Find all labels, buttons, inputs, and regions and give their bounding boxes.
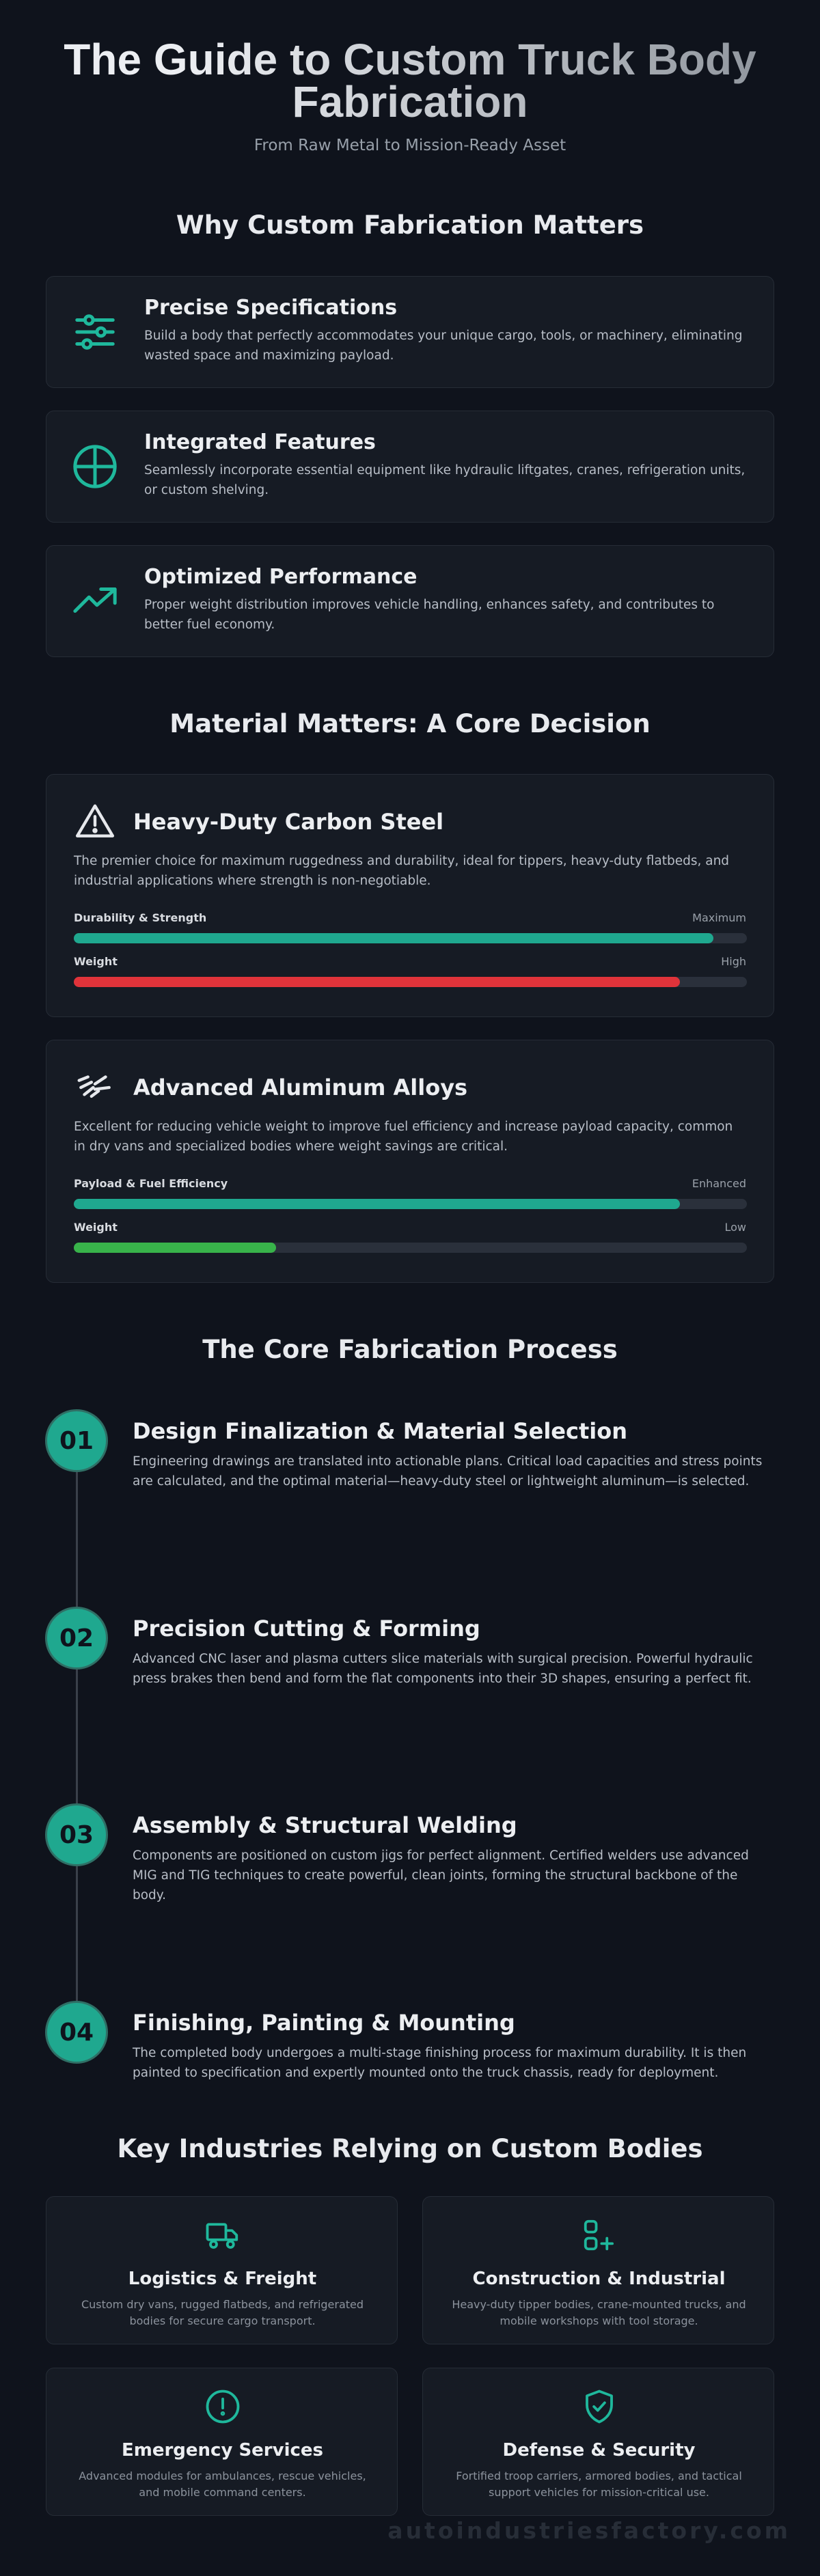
metric-track bbox=[74, 1199, 747, 1209]
card-text: Proper weight distribution improves vehi… bbox=[144, 598, 715, 632]
industry-title: Construction & Industrial bbox=[472, 2269, 726, 2289]
industry-card: Logistics & Freight Custom dry vans, rugg… bbox=[46, 2196, 398, 2344]
metric-rating: High bbox=[721, 955, 746, 968]
industry-title: Logistics & Freight bbox=[128, 2269, 317, 2289]
industry-text: Advanced modules for ambulances, rescue … bbox=[79, 2469, 366, 2499]
industry-title: Defense & Security bbox=[502, 2440, 696, 2461]
metric-bar bbox=[74, 1199, 680, 1209]
icon bbox=[71, 308, 119, 359]
section-heading: Material Matters: A Core Decision bbox=[169, 709, 651, 738]
subtitle: From Raw Metal to Mission-Ready Asset bbox=[254, 137, 566, 154]
step-text: The completed body undergoes a multi-sta… bbox=[133, 2046, 747, 2080]
icon bbox=[46, 2217, 398, 2256]
card-text: Build a body that perfectly accommodates… bbox=[144, 329, 743, 363]
card-title: Integrated Features bbox=[144, 430, 376, 454]
industry-card: Construction & Industrial Heavy-duty tipp… bbox=[422, 2196, 774, 2344]
step-title: Finishing, Painting & Mounting bbox=[133, 2010, 515, 2036]
material-card: Heavy-Duty Carbon Steel The premier choic… bbox=[46, 774, 774, 1017]
section-heading: Why Custom Fabrication Matters bbox=[176, 210, 644, 240]
icon bbox=[46, 2388, 398, 2428]
feature-card: Integrated Features Seamlessly incorporat… bbox=[46, 411, 774, 523]
metric-label: Weight bbox=[74, 955, 118, 968]
metric-label: Weight bbox=[74, 1221, 118, 1234]
card-title: Heavy-Duty Carbon Steel bbox=[133, 809, 444, 835]
industry-title: Emergency Services bbox=[121, 2440, 324, 2461]
metric-bar bbox=[74, 977, 680, 987]
step-title: Precision Cutting & Forming bbox=[133, 1616, 480, 1642]
metric-bar bbox=[74, 1243, 276, 1253]
industry-text: Custom dry vans, rugged flatbeds, and re… bbox=[81, 2298, 364, 2327]
icon bbox=[71, 577, 119, 628]
icon bbox=[74, 801, 116, 846]
step-text: Components are positioned on custom jigs… bbox=[133, 1848, 749, 1902]
industry-text: Fortified troop carriers, armored bodies… bbox=[456, 2469, 742, 2499]
icon bbox=[74, 1066, 116, 1111]
icon bbox=[423, 2388, 775, 2428]
material-card: Advanced Aluminum Alloys Excellent for re… bbox=[46, 1040, 774, 1283]
metric-rating: Maximum bbox=[692, 911, 746, 924]
timeline-line bbox=[76, 1441, 78, 2032]
step-number: 03 bbox=[45, 1803, 108, 1866]
section-heading: Key Industries Relying on Custom Bodies bbox=[117, 2134, 703, 2163]
feature-card: Precise Specifications Build a body that … bbox=[46, 276, 774, 388]
metric-label: Payload & Fuel Efficiency bbox=[74, 1177, 228, 1190]
icon bbox=[71, 443, 119, 493]
metric-bar bbox=[74, 933, 713, 943]
card-text: Excellent for reducing vehicle weight to… bbox=[74, 1120, 733, 1154]
industry-card: Defense & Security Fortified troop carrie… bbox=[422, 2368, 774, 2516]
step-number: 02 bbox=[45, 1607, 108, 1670]
step-number: 01 bbox=[45, 1409, 108, 1472]
step-text: Engineering drawings are translated into… bbox=[133, 1454, 763, 1488]
metric-rating: Enhanced bbox=[692, 1177, 746, 1190]
step-text: Advanced CNC laser and plasma cutters sl… bbox=[133, 1652, 753, 1686]
step-number: 04 bbox=[45, 2001, 108, 2064]
metric-rating: Low bbox=[724, 1221, 746, 1234]
watermark: autoindustriesfactory.com bbox=[387, 2517, 791, 2544]
metric-track bbox=[74, 977, 747, 987]
card-title: Advanced Aluminum Alloys bbox=[133, 1075, 468, 1100]
card-text: Seamlessly incorporate essential equipme… bbox=[144, 463, 746, 497]
metric-track bbox=[74, 933, 747, 943]
step-title: Design Finalization & Material Selection bbox=[133, 1418, 627, 1444]
industry-text: Heavy-duty tipper bodies, crane-mounted … bbox=[452, 2298, 746, 2327]
metric-track bbox=[74, 1243, 747, 1253]
feature-card: Optimized Performance Proper weight distr… bbox=[46, 545, 774, 657]
card-text: The premier choice for maximum ruggednes… bbox=[74, 854, 730, 888]
title: The Guide to Custom Truck Body Fabricati… bbox=[41, 38, 779, 124]
card-title: Optimized Performance bbox=[144, 565, 418, 589]
card-title: Precise Specifications bbox=[144, 296, 398, 320]
industry-card: Emergency Services Advanced modules for a… bbox=[46, 2368, 398, 2516]
section-heading: The Core Fabrication Process bbox=[202, 1335, 618, 1364]
metric-label: Durability & Strength bbox=[74, 911, 207, 924]
step-title: Assembly & Structural Welding bbox=[133, 1812, 517, 1838]
icon bbox=[423, 2217, 775, 2256]
